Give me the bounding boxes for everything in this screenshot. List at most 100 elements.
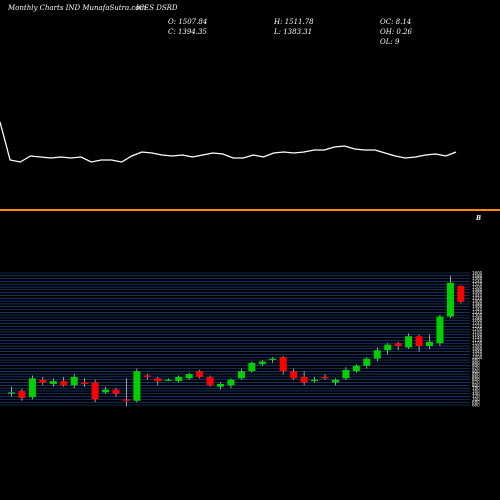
candle — [300, 371, 308, 386]
candle — [70, 374, 78, 389]
candle — [237, 368, 245, 380]
y-tick-label: 780 — [472, 386, 480, 391]
candle-body-up — [227, 379, 235, 386]
candle — [60, 376, 68, 387]
y-tick-label: 960 — [472, 360, 480, 365]
open-value: O: 1507.84 — [168, 18, 208, 26]
y-tick-label: 680 — [472, 400, 480, 405]
candle-body-up — [352, 365, 360, 372]
y-tick-label: 1220 — [472, 324, 483, 329]
y-tick-label: 700 — [472, 397, 480, 402]
candle-body-up — [237, 371, 245, 379]
candle — [426, 334, 433, 349]
candle-body-up — [426, 341, 433, 347]
candle-body-up — [446, 282, 454, 317]
y-tick-label: 1280 — [472, 315, 483, 320]
candle — [311, 376, 319, 383]
candle — [175, 375, 183, 383]
candle-body-up — [311, 379, 319, 382]
candle-body-up — [269, 358, 277, 361]
candle-body-up — [70, 376, 78, 386]
candle — [331, 378, 339, 386]
candle-body-up — [331, 379, 339, 383]
candle — [258, 360, 266, 366]
candle-body-down — [39, 379, 47, 383]
candle-body-up — [164, 379, 172, 381]
candle — [352, 364, 360, 373]
candle — [363, 357, 371, 369]
candle — [248, 361, 256, 373]
candle — [405, 333, 413, 349]
candle — [436, 315, 444, 347]
candle-body-up — [185, 374, 193, 379]
candle — [102, 386, 110, 394]
candle — [49, 378, 57, 387]
y-tick-label: 660 — [472, 403, 480, 408]
y-tick-label: 1320 — [472, 310, 483, 315]
candle — [384, 343, 392, 355]
y-tick-label: 1360 — [472, 304, 483, 309]
candle — [269, 357, 277, 363]
y-tick-label: 1060 — [472, 346, 483, 351]
ol-value: OL: 9 — [380, 38, 400, 46]
oc-value: OC: 8.14 — [380, 18, 412, 26]
candle-body-up — [49, 381, 57, 384]
candle-body-up — [436, 316, 444, 344]
y-tick-label: 1460 — [472, 290, 483, 295]
candle-body-up — [8, 392, 15, 394]
close-value: C: 1394.35 — [168, 28, 207, 36]
y-tick-label: 1400 — [472, 299, 483, 304]
oh-value: OH: 0.26 — [380, 28, 413, 36]
y-tick-label: 860 — [472, 374, 480, 379]
candle-body-down — [321, 376, 329, 379]
candle-body-down — [300, 376, 308, 383]
candle-body-down — [112, 389, 120, 394]
candle-body-down — [91, 382, 99, 400]
candle-body-up — [102, 389, 110, 393]
candle — [342, 367, 350, 380]
y-tick-label: 1040 — [472, 349, 483, 354]
candle-body-up — [373, 350, 381, 359]
candle-body-down — [415, 336, 423, 347]
candle — [217, 382, 224, 390]
candle — [373, 347, 381, 362]
candle — [18, 388, 26, 401]
y-tick-label: 1580 — [472, 273, 483, 278]
candle-body-up — [248, 362, 256, 372]
candle — [39, 376, 47, 386]
candle — [290, 368, 298, 380]
y-tick-label: 840 — [472, 377, 480, 382]
candle-body-down — [279, 357, 287, 372]
candle — [133, 368, 141, 403]
candle-body-up — [28, 378, 36, 398]
site-title: Monthly Charts IND MunafaSutra.com — [8, 4, 147, 12]
y-tick-label: 740 — [472, 391, 480, 396]
candle-body-down — [290, 371, 298, 379]
candle-body-up — [258, 361, 266, 365]
y-tick-label: 1180 — [472, 329, 483, 334]
y-tick-label: 1080 — [472, 344, 483, 349]
candle-body-down — [206, 376, 214, 386]
candle — [457, 285, 465, 304]
candle-body-up — [342, 369, 350, 379]
candle-body-up — [405, 336, 413, 348]
y-tick-label: 1140 — [472, 335, 483, 340]
candle — [91, 379, 99, 403]
y-tick-label: 1540 — [472, 279, 483, 284]
candle — [112, 388, 120, 397]
grid-layer: 6606807007207407607808008208408608809009… — [0, 271, 483, 408]
high-value: H: 1511.78 — [274, 18, 314, 26]
candle — [143, 374, 151, 380]
y-tick-label: 1500 — [472, 285, 483, 290]
candle-body-down — [143, 375, 151, 377]
y-tick-label: 880 — [472, 372, 480, 377]
candle — [206, 375, 214, 387]
y-tick-label: 800 — [472, 383, 480, 388]
candle-body-up — [217, 383, 224, 387]
candle-body-up — [384, 344, 392, 351]
trend-line — [0, 121, 457, 163]
y-tick-label: 1440 — [472, 293, 483, 298]
y-tick-label: 1520 — [472, 282, 483, 287]
y-tick-label: 1420 — [472, 296, 483, 301]
